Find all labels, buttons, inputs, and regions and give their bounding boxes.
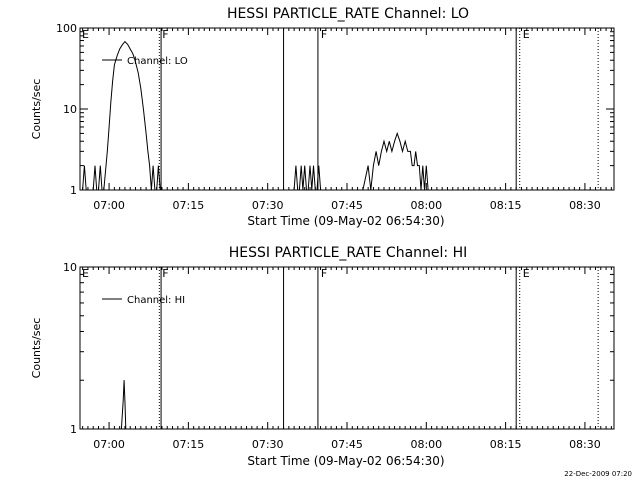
legend: Channel: LO [102,56,188,67]
x-tick-label: 07:30 [252,438,284,451]
y-tick-label: 10 [63,103,77,116]
x-tick-label: 08:15 [490,438,522,451]
axes-frame [79,27,615,191]
y-axis-label: Counts/sec [30,79,43,140]
x-axis-label: Start Time (09-May-02 06:54:30) [247,454,444,468]
footer-timestamp: 22-Dec-2009 07:20 [564,470,632,478]
plot-area: 07:00 07:15 07:30 07:45 08:00 08:15 08:30 1 10 F F… [63,261,615,451]
chart-title: HESSI PARTICLE_RATE Channel: HI [229,245,467,261]
x-tick-label: 07:45 [331,438,363,451]
chart-title: HESSI PARTICLE_RATE Channel: LO [227,6,469,22]
x-tick-label: 08:00 [410,199,442,212]
x-tick-label: 07:45 [331,199,363,212]
chart-panel-lo: HESSI PARTICLE_RATE Channel: LO Counts/s… [30,6,615,228]
plot-area: 07:00 07:15 07:30 07:45 08:00 08:15 08:30 1 10 10… [56,22,615,212]
axes-frame [79,266,615,430]
y-tick-label: 1 [70,184,77,197]
time-marker-label: F [162,28,168,41]
edge-marker-label: E [82,267,89,280]
x-tick-label: 08:15 [490,199,522,212]
y-tick-label: 100 [56,22,77,35]
x-axis-label: Start Time (09-May-02 06:54:30) [247,214,444,228]
time-marker-label: E [523,267,530,280]
series-line [120,380,127,430]
legend-label: Channel: LO [127,56,188,67]
legend-label: Channel: HI [127,295,185,306]
x-tick-label: 07:30 [252,199,284,212]
x-tick-label: 08:30 [569,199,601,212]
y-tick-label: 10 [63,261,77,274]
x-tick-label: 07:15 [173,199,205,212]
x-tick-label: 07:15 [173,438,205,451]
legend: Channel: HI [102,295,185,306]
time-marker-label: F [321,267,327,280]
x-tick-label: 07:00 [93,438,125,451]
x-tick-label: 07:00 [93,199,125,212]
chart-panel-hi: HESSI PARTICLE_RATE Channel: HI Counts/s… [30,245,615,468]
y-tick-label: 1 [70,423,77,436]
time-marker-label: F [162,267,168,280]
y-axis-label: Counts/sec [30,318,43,379]
time-marker-label: E [523,28,530,41]
x-tick-label: 08:00 [410,438,442,451]
edge-marker-label: E [82,28,89,41]
series-line [82,40,432,191]
time-marker-label: F [321,28,327,41]
x-tick-label: 08:30 [569,438,601,451]
